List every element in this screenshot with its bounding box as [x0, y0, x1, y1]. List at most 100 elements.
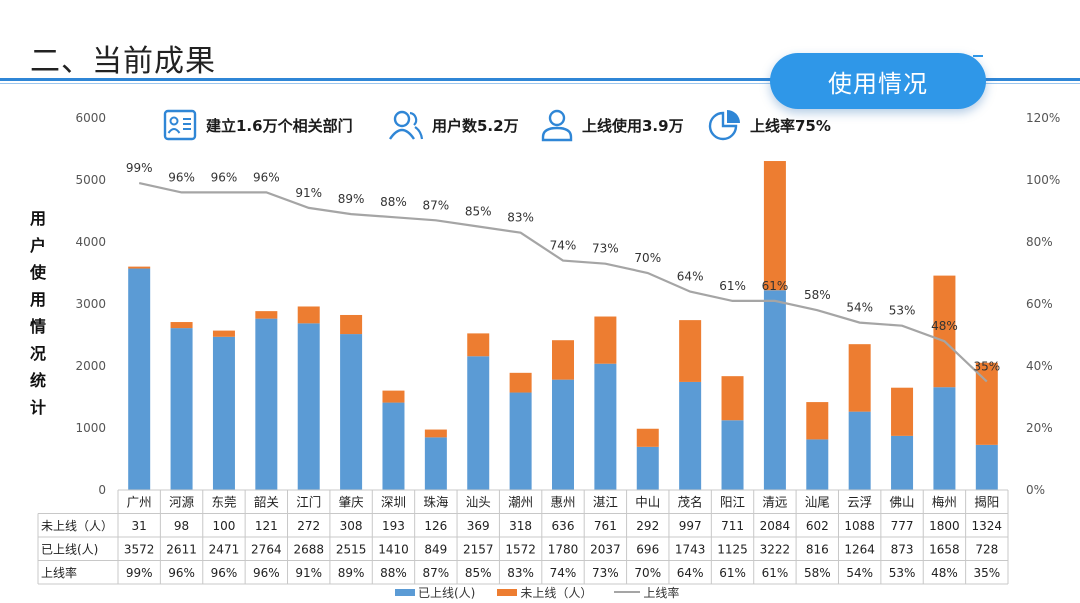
bar-online	[212, 336, 235, 490]
org-chart-icon	[163, 109, 197, 141]
table-cell: 997	[679, 519, 702, 533]
rate-data-label: 64%	[677, 270, 704, 284]
kpi-departments: 建立1.6万个相关部门	[162, 105, 353, 145]
table-cell: 1800	[929, 519, 960, 533]
table-cell: 2471	[209, 542, 240, 556]
bar-online	[467, 356, 490, 490]
category-label: 肇庆	[339, 494, 365, 509]
table-cell: 54%	[846, 566, 873, 580]
bar-offline	[975, 362, 998, 445]
user-icon	[541, 109, 573, 142]
bar-online	[382, 402, 405, 490]
category-label: 珠海	[423, 494, 449, 509]
bar-offline	[636, 428, 659, 447]
rate-data-label: 89%	[338, 192, 365, 206]
legend-rate: 上线率	[614, 584, 679, 601]
table-row-label: 未上线（人）	[41, 519, 113, 533]
category-label: 汕头	[466, 494, 491, 509]
table-cell: 873	[891, 542, 914, 556]
table-cell: 1088	[844, 519, 875, 533]
table-cell: 2157	[463, 542, 494, 556]
table-cell: 849	[424, 542, 447, 556]
y-right-tick-label: 20%	[1026, 421, 1053, 435]
bar-online	[297, 323, 320, 490]
legend-online: 已上线(人)	[395, 584, 475, 601]
badge-tick	[973, 55, 983, 57]
table-cell: 2037	[590, 542, 621, 556]
legend-online-label: 已上线(人)	[418, 585, 476, 600]
table-cell: 308	[340, 519, 363, 533]
rate-data-label: 96%	[211, 170, 238, 184]
rate-data-label: 48%	[931, 319, 958, 333]
rate-data-label: 85%	[465, 205, 492, 219]
table-cell: 2611	[166, 542, 197, 556]
bar-offline	[552, 340, 574, 380]
title-divider-thin	[0, 83, 1080, 84]
table-cell: 58%	[804, 566, 831, 580]
category-label: 潮州	[508, 494, 533, 509]
kpi-online-text: 上线使用3.9万	[582, 116, 684, 135]
rate-data-label: 73%	[592, 242, 619, 256]
kpi-users: 用户数5.2万	[388, 105, 519, 145]
rate-data-label: 91%	[295, 186, 322, 200]
bar-offline	[212, 330, 235, 337]
legend-online-swatch	[395, 588, 415, 596]
table-cell: 64%	[677, 566, 704, 580]
table-cell: 31	[132, 519, 147, 533]
table-cell: 292	[636, 519, 659, 533]
legend-offline-swatch	[497, 588, 518, 596]
table-cell: 761	[594, 519, 617, 533]
category-label: 东莞	[211, 494, 236, 509]
bar-offline	[806, 402, 829, 440]
table-cell: 1324	[972, 519, 1003, 533]
y-right-tick-label: 40%	[1026, 359, 1053, 373]
table-cell: 99%	[126, 566, 153, 580]
bar-offline	[297, 306, 320, 324]
table-cell: 61%	[719, 566, 746, 580]
table-cell: 816	[806, 542, 829, 556]
rate-data-label: 74%	[550, 239, 577, 253]
y-right-tick-label: 80%	[1026, 235, 1053, 249]
table-cell: 1125	[717, 542, 748, 556]
table-cell: 100	[212, 519, 235, 533]
bar-online	[255, 318, 278, 490]
category-label: 韶关	[254, 494, 279, 509]
bar-online	[891, 435, 914, 490]
category-label: 揭阳	[974, 494, 999, 509]
table-cell: 70%	[634, 566, 661, 580]
table-row-label: 上线率	[41, 565, 77, 580]
category-label: 湛江	[593, 494, 618, 509]
y-left-tick-label: 2000	[75, 359, 106, 373]
category-label: 江门	[296, 494, 321, 509]
table-cell: 636	[552, 519, 575, 533]
table-cell: 2084	[760, 519, 791, 533]
bar-online	[806, 439, 829, 490]
rate-data-label: 96%	[168, 170, 195, 184]
rate-line	[138, 182, 988, 383]
rate-data-label: 61%	[762, 279, 789, 293]
table-cell: 1264	[844, 542, 875, 556]
bar-offline	[763, 161, 786, 291]
table-cell: 3572	[124, 542, 155, 556]
table-cell: 2764	[251, 542, 282, 556]
bar-offline	[128, 266, 151, 269]
rate-data-label: 35%	[973, 360, 1000, 374]
table-cell: 96%	[253, 566, 280, 580]
table-row-label: 已上线(人)	[41, 542, 98, 556]
pie-icon	[708, 110, 740, 141]
bar-online	[975, 444, 998, 490]
bar-offline	[891, 387, 914, 436]
table-cell: 35%	[973, 566, 1000, 580]
table-cell: 1743	[675, 542, 706, 556]
table-cell: 318	[509, 519, 532, 533]
category-label: 中山	[635, 494, 660, 509]
bar-online	[509, 392, 532, 490]
legend-offline: 未上线（人）	[497, 584, 592, 601]
bar-offline	[509, 372, 532, 393]
bar-offline	[679, 320, 702, 382]
bar-online	[594, 363, 617, 490]
table-cell: 696	[636, 542, 659, 556]
y-right-tick-label: 100%	[1026, 173, 1060, 187]
rate-data-label: 54%	[846, 301, 873, 315]
